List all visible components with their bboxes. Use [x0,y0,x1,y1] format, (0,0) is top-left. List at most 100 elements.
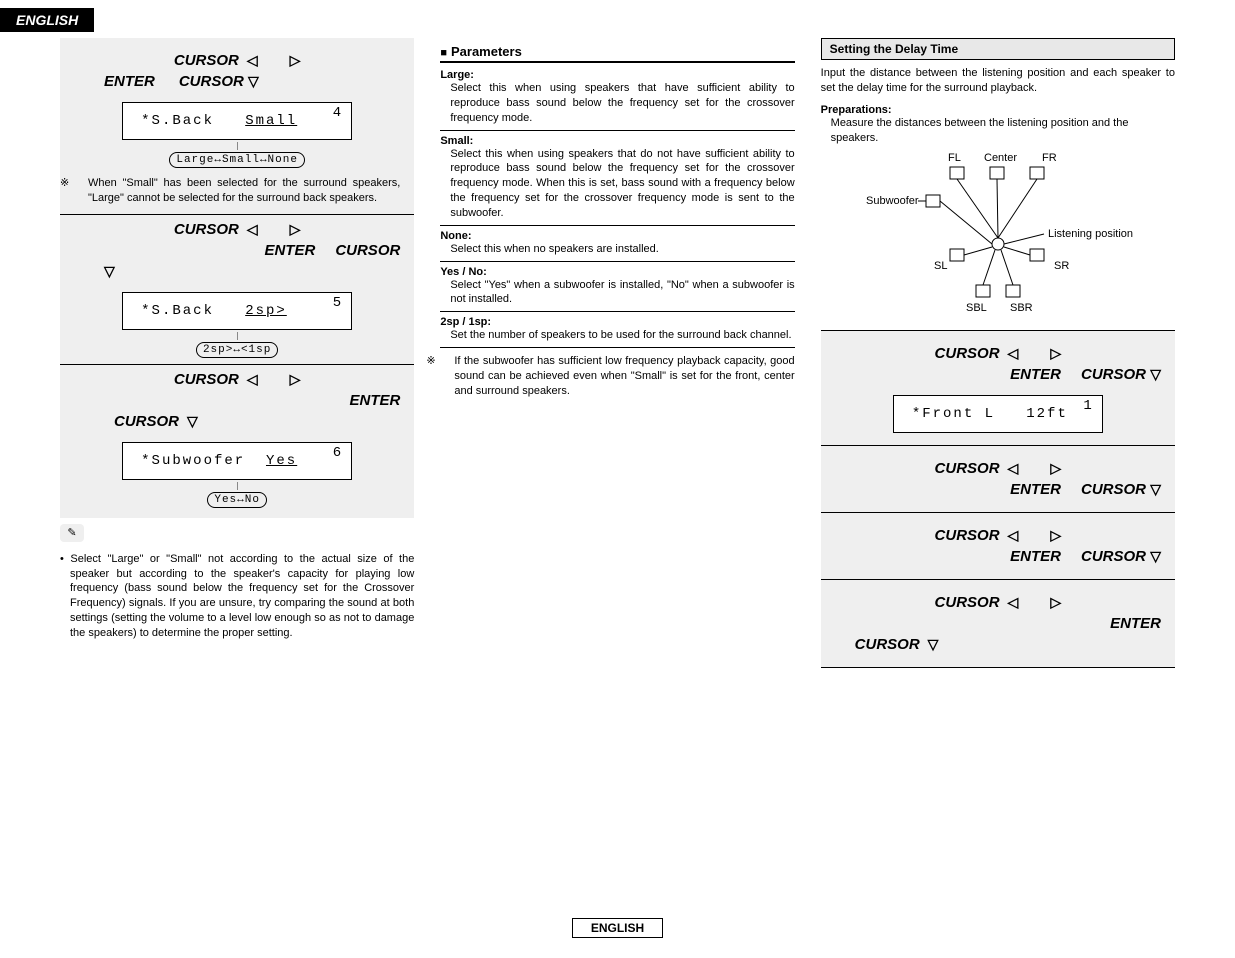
cursor-label: CURSOR [935,594,1000,611]
cursor-label: CURSOR [935,345,1000,362]
speaker-config-panel: CURSOR ◁ ▷ ENTER CURSOR ▽ 4 *S.Back Smal… [60,38,414,518]
param-label: Small: [440,135,794,147]
param-label: Large: [440,69,794,81]
surround-note: ※When "Small" has been selected for the … [74,176,400,206]
cursor-lr-row: CURSOR ◁ ▷ [74,52,400,69]
triangle-left-icon: ◁ [247,52,258,69]
enter-label: ENTER [1010,366,1061,383]
language-tab: ENGLISH [0,8,94,32]
triangle-down-icon: ▽ [1150,548,1161,565]
toggle-options: Large↔Small↔None [74,152,400,168]
square-bullet-icon: ■ [440,47,447,59]
toggle-2sp-1sp: 2sp>↔<1sp [196,342,278,358]
footer-language: ENGLISH [572,918,663,938]
label-fl: FL [948,152,961,164]
note-text: Select "Large" or "Small" not according … [70,553,414,639]
toggle-yes-no: Yes↔No [207,492,267,508]
cursor-label: CURSOR [335,242,400,259]
cursor-lr-row: CURSOR ◁ ▷ [74,371,400,388]
enter-label: ENTER [1110,615,1161,632]
lcd-value: Small [245,113,297,129]
enter-cursor-down-row: ENTER CURSOR ▽ [835,366,1161,383]
note-marker: ※ [74,176,88,191]
note-marker: ※ [440,354,454,369]
label-sbl: SBL [966,302,987,314]
lcd-value: 2sp> [245,303,287,319]
lcd-index: 4 [333,105,343,121]
triangle-down-icon: ▽ [928,636,939,653]
cursor-label: CURSOR [935,527,1000,544]
cursor-label: CURSOR [179,73,244,90]
cursor-label: CURSOR [1081,366,1146,383]
cursor-label: CURSOR [1081,548,1146,565]
enter-label: ENTER [1010,548,1061,565]
left-column: CURSOR ◁ ▷ ENTER CURSOR ▽ 4 *S.Back Smal… [60,38,414,668]
enter-label: ENTER [104,73,155,90]
cursor-down-row: CURSOR ▽ [835,636,1161,653]
lcd-index: 5 [333,295,343,311]
cursor-label: CURSOR [935,460,1000,477]
note-text: If the subwoofer has sufficient low freq… [454,355,794,397]
delay-step-3: CURSOR ◁ ▷ ENTER CURSOR ▽ [821,512,1175,579]
triangle-right-icon: ▷ [1050,527,1061,544]
triangle-down-icon: ▽ [1150,481,1161,498]
cursor-down-row: ▽ [74,263,400,280]
triangle-left-icon: ◁ [247,221,258,238]
lcd-key: *Front L [912,406,995,422]
toggle-large-small-none: Large↔Small↔None [169,152,305,168]
triangle-left-icon: ◁ [1008,460,1019,477]
param-label: None: [440,230,794,242]
label-listening: Listening position [1048,228,1133,240]
enter-label: ENTER [349,392,400,409]
lcd-index: 6 [333,445,343,461]
lcd-value: 12ft [1026,406,1068,422]
lcd-index: 1 [1083,398,1093,414]
triangle-down-icon: ▽ [104,263,115,280]
page-footer: ENGLISH [60,918,1175,938]
lcd-key: *Subwoofer [141,453,245,469]
param-text: Select this when using speakers that do … [440,147,794,221]
delay-time-header: Setting the Delay Time [821,38,1175,60]
lcd-value: Yes [266,453,297,469]
enter-cursor-down-row: ENTER CURSOR ▽ [835,548,1161,565]
label-center: Center [984,152,1017,164]
title-text: Parameters [451,44,522,59]
lcd-front-l: 1 *Front L 12ft [893,395,1103,433]
label-sr: SR [1054,260,1069,272]
lcd-sback-small: 4 *S.Back Small [122,102,352,140]
label-sl: SL [934,260,947,272]
cursor-label: CURSOR [855,636,920,653]
enter-cursor-row: ENTER CURSOR [74,242,400,259]
cursor-lr-row: CURSOR ◁ ▷ [835,345,1161,362]
cursor-label: CURSOR [1081,481,1146,498]
toggle-options: Yes↔No [74,492,400,508]
cursor-lr-row: CURSOR ◁ ▷ [74,221,400,238]
triangle-left-icon: ◁ [1008,527,1019,544]
preparations-label: Preparations: [821,104,1175,116]
cursor-lr-row: CURSOR ◁ ▷ [835,527,1161,544]
triangle-left-icon: ◁ [1008,345,1019,362]
param-text: Select "Yes" when a subwoofer is install… [440,278,794,308]
label-sbr: SBR [1010,302,1033,314]
bullet-marker: • [60,553,64,565]
triangle-down-icon: ▽ [187,413,198,430]
cursor-label: CURSOR [174,52,239,69]
speaker-layout-diagram: FL Center FR Subwoofer Listening positio… [821,149,1175,322]
lcd-subwoofer: 6 *Subwoofer Yes [122,442,352,480]
cursor-lr-row: CURSOR ◁ ▷ [835,460,1161,477]
cursor-label: CURSOR [174,371,239,388]
triangle-left-icon: ◁ [1008,594,1019,611]
delay-step-2: CURSOR ◁ ▷ ENTER CURSOR ▽ [821,445,1175,512]
triangle-right-icon: ▷ [290,52,301,69]
delay-step-4: CURSOR ◁ ▷ ENTER CURSOR ▽ [821,579,1175,668]
delay-step-1: CURSOR ◁ ▷ ENTER CURSOR ▽ 1 *Front L 12f… [821,330,1175,445]
delay-intro: Input the distance between the listening… [821,66,1175,96]
label-subwoofer: Subwoofer [866,195,919,207]
parameters-title: ■ Parameters [440,44,794,59]
param-text: Set the number of speakers to be used fo… [440,328,794,343]
enter-row: ENTER [74,392,400,409]
note-text: When "Small" has been selected for the s… [88,177,400,204]
toggle-options: 2sp>↔<1sp [74,342,400,358]
subwoofer-capacity-note: ※If the subwoofer has sufficient low fre… [440,354,794,399]
cursor-label: CURSOR [114,413,179,430]
